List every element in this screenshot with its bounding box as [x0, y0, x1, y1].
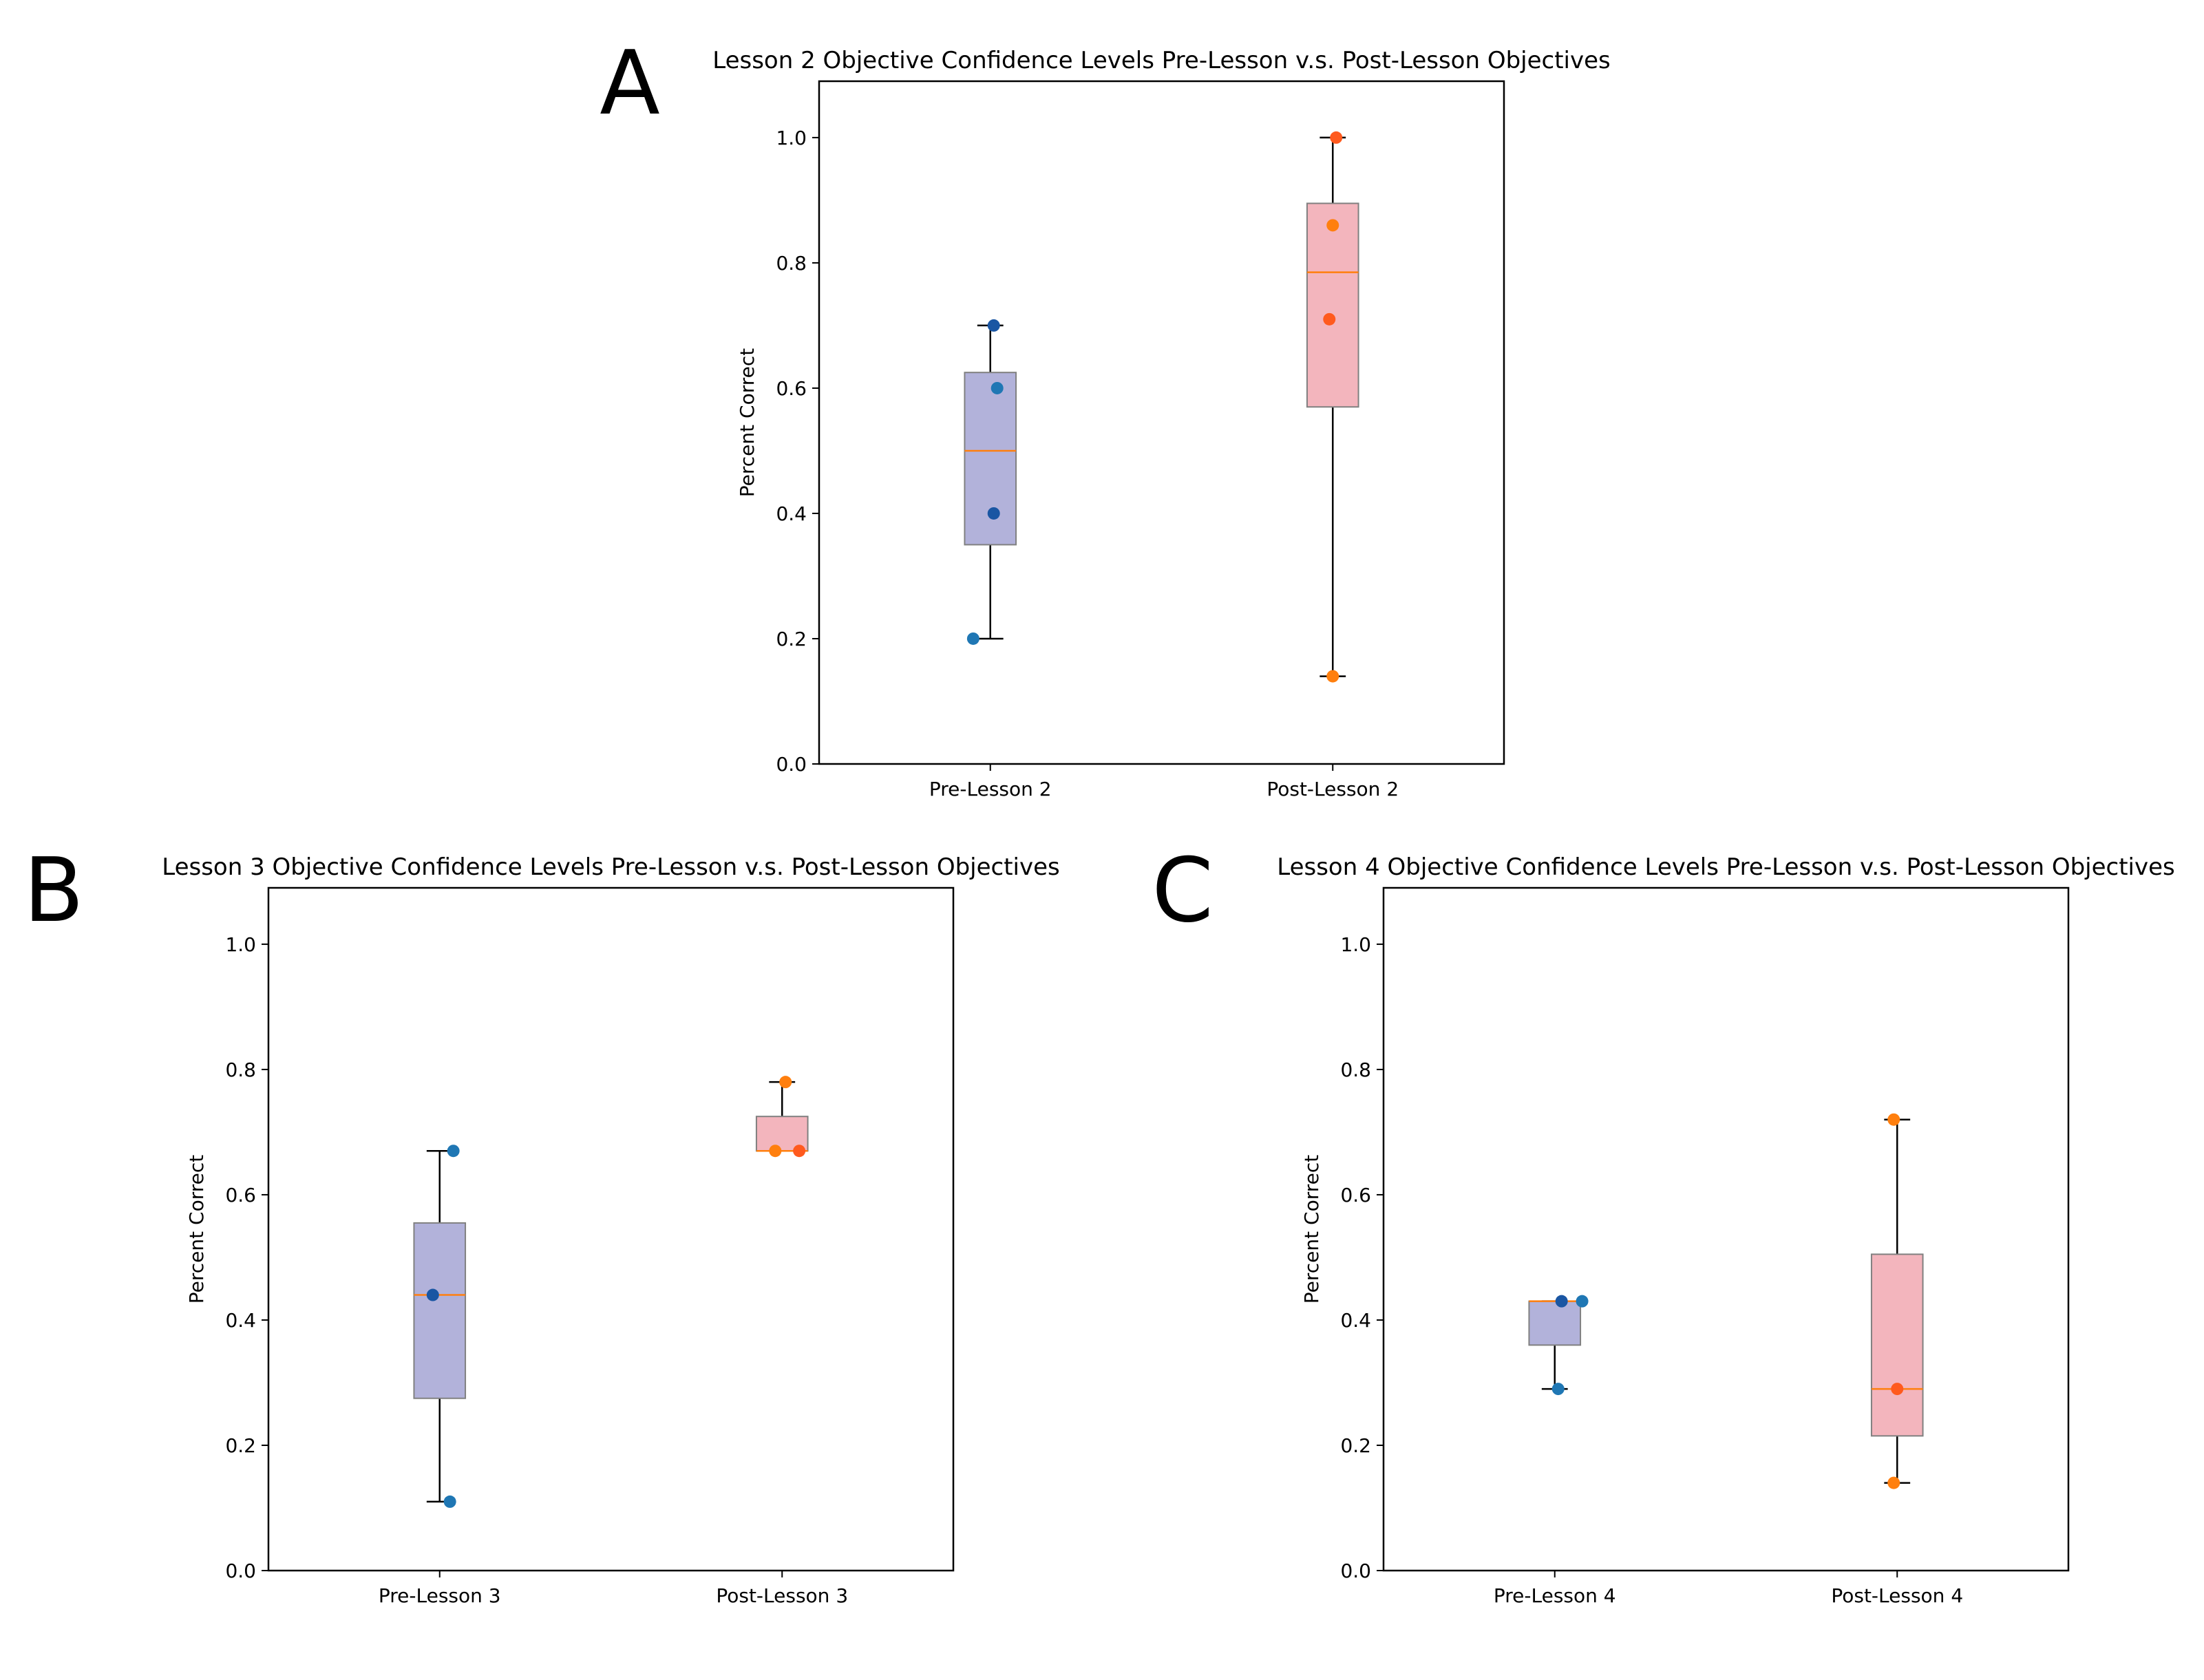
- x-tick-label: Pre-Lesson 4: [1494, 1584, 1616, 1607]
- x-tick-label: Post-Lesson 2: [1267, 778, 1399, 800]
- data-point-post: [1887, 1476, 1900, 1489]
- x-tick-label: Post-Lesson 4: [1831, 1584, 1963, 1607]
- y-tick-label: 0.6: [225, 1184, 256, 1206]
- chart-title: Lesson 3 Objective Confidence Levels Pre…: [162, 853, 1060, 881]
- y-tick-label: 0.0: [225, 1560, 256, 1582]
- data-point-post: [1326, 219, 1339, 232]
- data-point-post: [1330, 131, 1343, 144]
- plot-frame: [267, 886, 955, 1572]
- y-axis-label: Percent Correct: [185, 1155, 208, 1304]
- data-point-pre: [990, 381, 1004, 394]
- y-axis-label: Percent Correct: [736, 348, 759, 497]
- y-tick-label: 0.6: [776, 377, 807, 400]
- y-tick-label: 0.4: [1340, 1309, 1371, 1332]
- data-point-post: [1891, 1383, 1904, 1396]
- data-point-pre: [443, 1495, 456, 1508]
- box-pre: [964, 372, 1017, 546]
- box-post: [1306, 202, 1359, 408]
- data-point-pre: [1551, 1383, 1565, 1396]
- data-point-pre: [987, 507, 1000, 520]
- y-tick-label: 0.2: [225, 1434, 256, 1457]
- data-point-pre: [987, 319, 1000, 332]
- panel-label: B: [23, 840, 84, 942]
- data-point-post: [769, 1145, 782, 1158]
- plot-frame: [818, 80, 1505, 765]
- box-pre: [1528, 1300, 1582, 1346]
- y-tick-label: 1.0: [225, 933, 256, 956]
- plot-frame: [1382, 886, 2070, 1572]
- chart-title: Lesson 4 Objective Confidence Levels Pre…: [1277, 853, 2175, 881]
- y-tick-label: 0.8: [1340, 1059, 1371, 1081]
- y-tick-label: 0.2: [1340, 1434, 1371, 1457]
- y-tick-label: 1.0: [776, 127, 807, 149]
- data-point-pre: [447, 1145, 460, 1158]
- panel-label: A: [600, 32, 660, 135]
- data-point-pre: [1555, 1295, 1568, 1308]
- data-point-post: [779, 1076, 792, 1089]
- data-point-pre: [966, 632, 979, 645]
- data-point-post: [1323, 312, 1336, 326]
- panel-label: C: [1152, 840, 1213, 942]
- y-tick-label: 0.0: [1340, 1560, 1371, 1582]
- chart-panel-c: C Lesson 4 Objective Confidence Levels Pr…: [1152, 840, 2174, 1607]
- data-point-pre: [426, 1288, 439, 1301]
- x-tick-label: Pre-Lesson 2: [929, 778, 1052, 800]
- data-point-post: [793, 1145, 806, 1158]
- y-tick-label: 1.0: [1340, 933, 1371, 956]
- data-point-pre: [1576, 1295, 1589, 1308]
- chart-panel-a: A Lesson 2 Objective Confidence Levels Pr…: [600, 32, 1611, 800]
- y-tick-label: 0.6: [1340, 1184, 1371, 1206]
- data-point-post: [1887, 1113, 1900, 1126]
- y-axis-label: Percent Correct: [1300, 1155, 1323, 1304]
- box-pre: [413, 1222, 467, 1399]
- y-tick-label: 0.0: [776, 753, 807, 776]
- chart-panel-b: B Lesson 3 Objective Confidence Levels Pr…: [23, 840, 1060, 1607]
- y-tick-label: 0.4: [776, 502, 807, 525]
- y-tick-label: 0.8: [776, 252, 807, 275]
- data-point-post: [1326, 670, 1339, 683]
- y-tick-label: 0.4: [225, 1309, 256, 1332]
- y-tick-label: 0.2: [776, 628, 807, 650]
- box-post: [1870, 1253, 1924, 1437]
- chart-title: Lesson 2 Objective Confidence Levels Pre…: [712, 47, 1611, 74]
- x-tick-label: Post-Lesson 3: [716, 1584, 848, 1607]
- x-tick-label: Pre-Lesson 3: [379, 1584, 501, 1607]
- y-tick-label: 0.8: [225, 1059, 256, 1081]
